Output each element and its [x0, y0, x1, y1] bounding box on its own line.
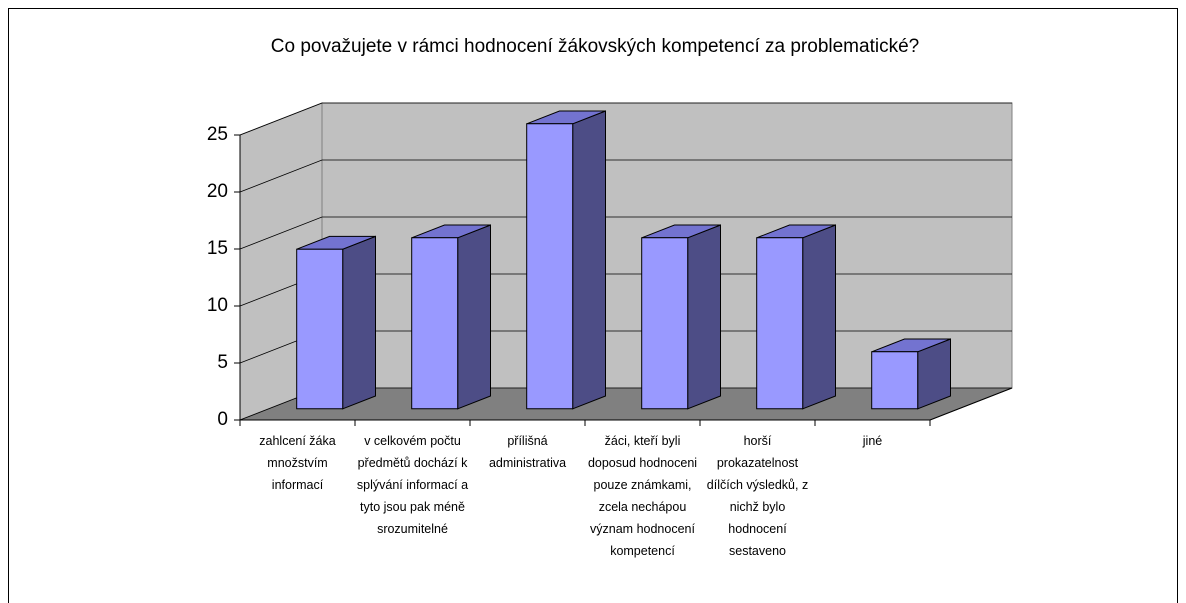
y-tick-label: 5: [217, 352, 228, 373]
y-tick-label: 20: [207, 181, 228, 202]
y-tick-label: 25: [207, 124, 228, 145]
bar-side: [457, 224, 491, 410]
y-tick-label: 0: [217, 409, 228, 430]
bar-side: [687, 224, 721, 410]
grid-line: [239, 159, 1012, 193]
bar-side: [342, 235, 376, 410]
y-tick-label: 10: [207, 295, 228, 316]
x-tick-label: jiné: [862, 434, 883, 448]
bar: [871, 351, 919, 410]
x-tick-label: přílišná administrativa: [488, 434, 567, 470]
grid-line: [239, 102, 1012, 136]
bar: [296, 248, 344, 410]
frame: [8, 8, 1178, 603]
bar: [641, 237, 689, 410]
bar: [526, 123, 574, 410]
bar: [756, 237, 804, 410]
x-tick-label: žáci, kteří byli doposud hodnoceni pouze…: [587, 434, 698, 558]
bar-side: [572, 110, 606, 410]
x-tick-label: v celkovém počtu předmětů dochází k splý…: [356, 434, 469, 536]
chart-title: Co považujete v rámci hodnocení žákovský…: [271, 36, 919, 57]
bar-side: [802, 224, 836, 410]
floor-edge: [929, 387, 1013, 421]
bar: [411, 237, 459, 410]
grid-line: [239, 216, 1012, 250]
y-tick-label: 15: [207, 238, 228, 259]
x-tick-label: zahlcení žáka množstvím informací: [259, 434, 336, 492]
x-tick-label: horší prokazatelnost dílčích výsledků, z…: [706, 434, 809, 558]
